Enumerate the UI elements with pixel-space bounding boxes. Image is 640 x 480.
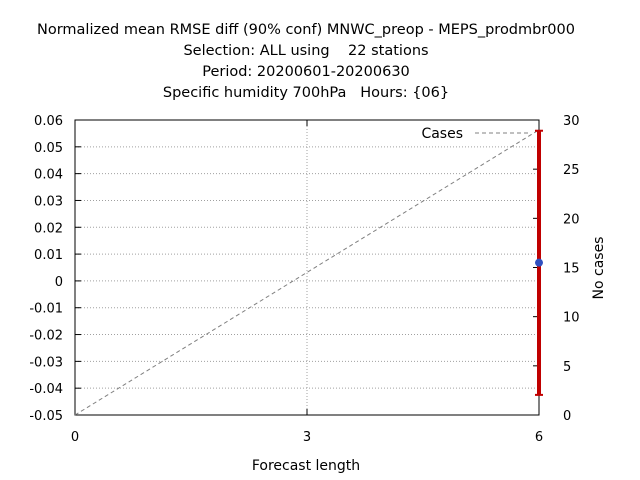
x-tick-labels: 0 3 6 — [71, 430, 543, 445]
y-tick-label: 0.03 — [34, 194, 63, 209]
data-point — [535, 258, 543, 267]
y-tick-label: -0.03 — [29, 355, 63, 370]
grid-lines — [75, 120, 539, 415]
y-tick-label: 0.01 — [34, 248, 63, 263]
title-line-4: Specific humidity 700hPa Hours: {06} — [163, 85, 449, 101]
y2-tick-label: 5 — [563, 360, 571, 375]
x-tick-label: 6 — [535, 430, 543, 445]
y2-tick-label: 0 — [563, 409, 571, 424]
y-tick-label: -0.05 — [29, 409, 63, 424]
y-tick-label: -0.04 — [29, 382, 63, 397]
title-line-1: Normalized mean RMSE diff (90% conf) MNW… — [37, 22, 575, 38]
y-tick-label: 0.04 — [34, 168, 63, 183]
x-tick-label: 3 — [303, 430, 311, 445]
y-tick-label: 0.06 — [34, 114, 63, 129]
y2-tick-labels: 30 25 20 15 10 5 0 — [563, 114, 580, 424]
y-tick-label: -0.01 — [29, 302, 63, 317]
legend: Cases — [421, 126, 530, 142]
title-line-2: Selection: ALL using 22 stations — [183, 43, 428, 59]
x-tick-label: 0 — [71, 430, 79, 445]
legend-label-cases: Cases — [421, 126, 463, 142]
y-tick-labels: 0.06 0.05 0.04 0.03 0.02 0.01 0 -0.01 -0.02 -0.03… — [29, 114, 63, 424]
y2-tick-label: 20 — [563, 212, 580, 227]
chart-title: Normalized mean RMSE diff (90% conf) MNW… — [37, 22, 575, 101]
y2-tick-label: 15 — [563, 262, 580, 277]
y-tick-label: 0.05 — [34, 141, 63, 156]
y2-tick-label: 25 — [563, 163, 580, 178]
title-line-3: Period: 20200601-20200630 — [202, 64, 410, 80]
x-axis-label: Forecast length — [252, 458, 360, 474]
y-tick-label: -0.02 — [29, 329, 63, 344]
y2-axis-label: No cases — [591, 237, 607, 300]
y-tick-label: 0 — [55, 275, 63, 290]
y2-tick-label: 30 — [563, 114, 580, 129]
y-tick-label: 0.02 — [34, 221, 63, 236]
data-marks — [74, 129, 543, 416]
y2-tick-label: 10 — [563, 311, 580, 326]
